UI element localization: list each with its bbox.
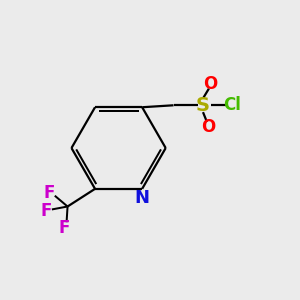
Text: F: F	[59, 219, 70, 237]
Text: F: F	[40, 202, 52, 220]
Text: O: O	[201, 118, 215, 136]
Text: O: O	[203, 75, 217, 93]
Text: Cl: Cl	[224, 96, 242, 114]
Text: N: N	[135, 189, 150, 207]
Text: S: S	[196, 96, 210, 115]
Text: F: F	[43, 184, 55, 202]
